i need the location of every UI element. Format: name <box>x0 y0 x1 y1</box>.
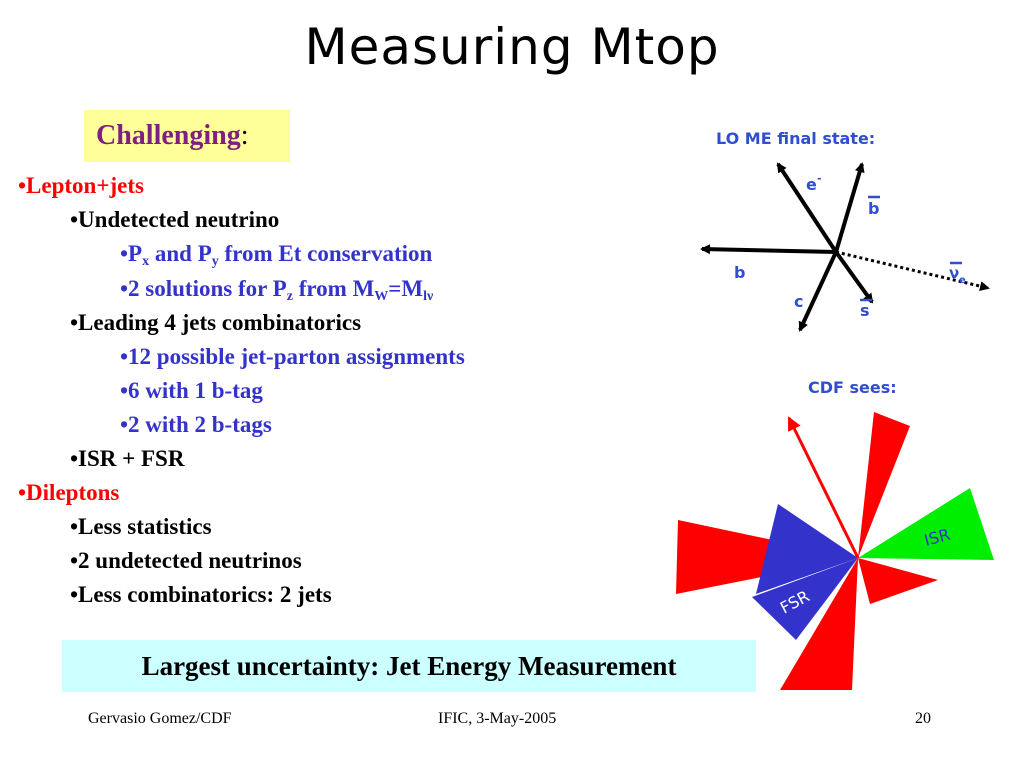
jet-top-right <box>858 412 910 558</box>
bullet-leading-4-jets: •Leading 4 jets combinatorics <box>70 310 362 335</box>
pxpy-rest: from Et conservation <box>218 241 433 266</box>
bullet-2-undetected-neutrinos: •2 undetected neutrinos <box>70 548 302 573</box>
footer-venue-date: IFIC, 3-May-2005 <box>438 710 557 727</box>
two-solutions-from: from M <box>292 276 375 301</box>
pxpy-bullet: •P <box>120 241 143 266</box>
fsr-jet <box>756 504 858 594</box>
jet-bottom <box>780 558 858 690</box>
footer-page-number: 20 <box>915 710 931 727</box>
arrow-neutrino <box>835 250 990 292</box>
arrow-sbar <box>834 250 874 304</box>
bullet-6-with-1-btag: •6 with 1 b-tag <box>120 378 263 403</box>
lepton-track <box>787 416 860 559</box>
bullet-two-solutions: •2 solutions for Pz from MW=Mlν <box>120 275 434 304</box>
lo-me-particle-labels: e - b b c s ν e <box>734 172 966 320</box>
label-neutrino: ν <box>949 264 959 282</box>
arrow-b <box>700 244 837 255</box>
label-neutrino-sub: e <box>959 275 966 286</box>
lo-me-arrows <box>700 162 990 332</box>
pxpy-sub-x: x <box>142 254 150 269</box>
label-b: b <box>734 263 745 282</box>
label-bbar: b <box>868 199 879 218</box>
pxpy-sub-y: y <box>211 254 219 269</box>
two-solutions-sub-w: W <box>374 289 389 304</box>
two-solutions-sub-z: z <box>286 289 293 304</box>
challenging-word: Challenging <box>96 120 241 151</box>
challenging-colon: : <box>240 120 249 151</box>
isr-jet <box>858 488 994 560</box>
bullet-12-assignments: •12 possible jet-parton assignments <box>120 344 465 369</box>
bullet-dileptons: •Dileptons <box>18 480 120 505</box>
bullet-undetected-neutrino: •Undetected neutrino <box>70 207 280 232</box>
challenging-box: Challenging: <box>84 110 290 162</box>
footer-author: Gervasio Gomez/CDF <box>88 710 232 727</box>
label-sbar: s <box>860 301 870 320</box>
lo-me-label: LO ME final state: <box>716 129 876 148</box>
label-c: c <box>794 292 803 311</box>
bullet-less-statistics: •Less statistics <box>70 514 212 539</box>
cdf-sees-label: CDF sees: <box>808 378 897 397</box>
bullet-2-with-2-btags: •2 with 2 b-tags <box>120 412 272 437</box>
cdf-jets <box>676 412 994 690</box>
arrow-c <box>798 251 838 332</box>
bullet-lepton-jets: •Lepton+jets <box>18 173 144 198</box>
arrow-bbar <box>834 162 865 253</box>
jet-bottom-right <box>858 558 938 604</box>
slide-title: Measuring Mtop <box>304 18 720 76</box>
two-solutions-sub-lnu: lν <box>423 289 434 304</box>
label-electron-sup: - <box>817 172 822 185</box>
pxpy-and: and P <box>149 241 212 266</box>
arrow-electron <box>776 162 838 254</box>
fsr-tail <box>752 558 858 640</box>
bullet-px-py: •Px and Py from Et conservation <box>120 240 433 269</box>
bullet-isr-fsr: •ISR + FSR <box>70 446 185 471</box>
two-solutions-pre: •2 solutions for P <box>120 276 287 301</box>
label-electron: e <box>806 175 817 194</box>
two-solutions-eq: =M <box>388 276 424 301</box>
bullet-less-combinatorics: •Less combinatorics: 2 jets <box>70 582 332 607</box>
conclusion-banner: Largest uncertainty: Jet Energy Measurem… <box>62 640 756 692</box>
